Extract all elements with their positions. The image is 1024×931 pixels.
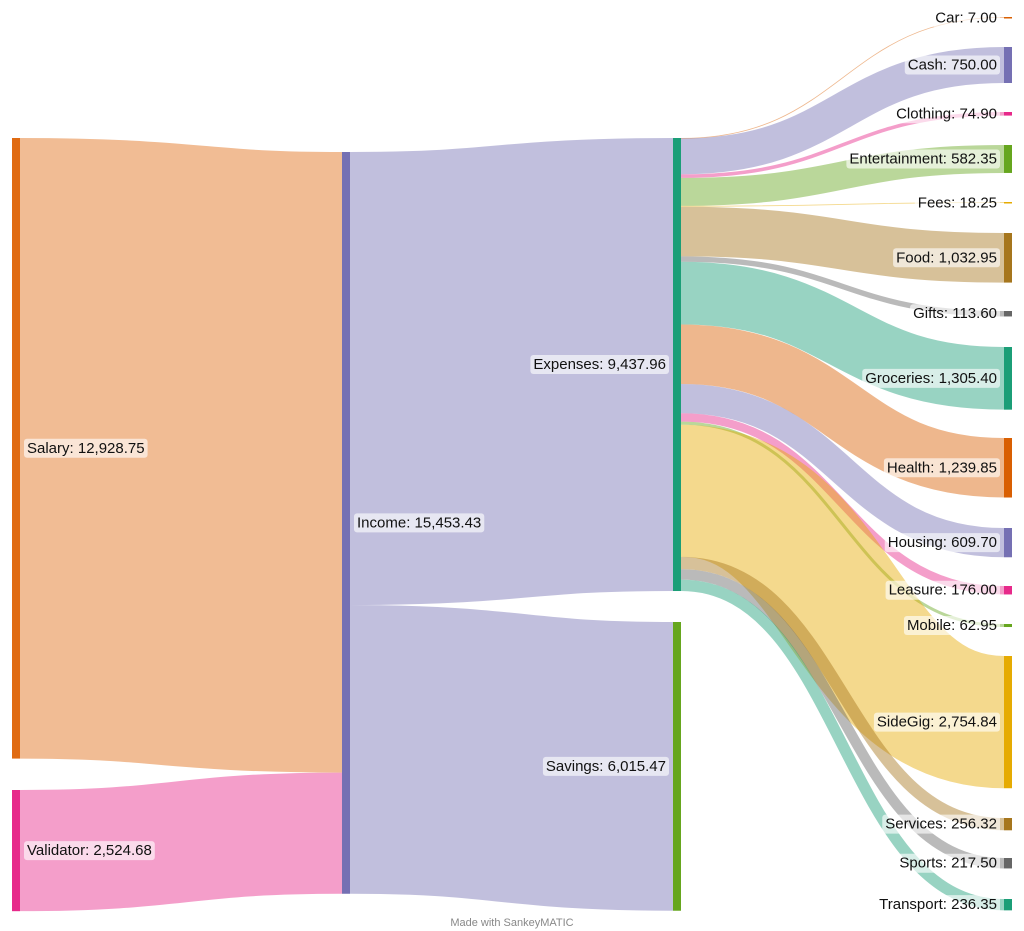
label-bg-leasure [885, 580, 1000, 600]
label-bg-transport [876, 895, 1000, 915]
node-label-car: Car: 7.00 [932, 8, 1000, 28]
node-label-transport: Transport: 236.35 [876, 895, 1000, 915]
label-text-groceries: Groceries: 1,305.40 [865, 370, 997, 387]
node-label-income: Income: 15,453.43 [354, 513, 485, 533]
label-bg-housing [884, 533, 1000, 553]
label-bg-clothing [893, 104, 1000, 124]
label-bg-savings [542, 756, 669, 776]
link-expenses-services [680, 556, 1005, 831]
label-text-income: Income: 15,453.43 [357, 514, 481, 531]
node-label-health: Health: 1,239.85 [883, 458, 1000, 478]
link-expenses-mobile [680, 421, 1005, 628]
node-label-housing: Housing: 609.70 [884, 533, 1000, 553]
node-cash [1004, 47, 1012, 83]
node-fees [1004, 202, 1012, 204]
label-bg-sidegig [873, 712, 1000, 732]
node-label-entertainment: Entertainment: 582.35 [846, 149, 1000, 169]
node-label-food: Food: 1,032.95 [893, 248, 1000, 268]
label-text-fees: Fees: 18.25 [918, 194, 997, 211]
node-label-clothing: Clothing: 74.90 [893, 104, 1000, 124]
label-text-gifts: Gifts: 113.60 [913, 305, 997, 322]
credit-text: Made with SankeyMATIC [450, 917, 573, 929]
label-text-savings: Savings: 6,015.47 [546, 758, 666, 775]
label-text-validator: Validator: 2,524.68 [27, 842, 152, 859]
label-bg-health [883, 458, 1000, 478]
label-bg-services [882, 814, 1000, 834]
label-text-food: Food: 1,032.95 [896, 249, 997, 266]
label-bg-cash [904, 55, 1000, 75]
label-bg-validator [24, 841, 155, 861]
node-expenses [673, 138, 681, 592]
label-text-sidegig: SideGig: 2,754.84 [877, 714, 997, 731]
node-groceries [1004, 347, 1012, 410]
node-label-fees: Fees: 18.25 [914, 193, 1000, 213]
label-bg-sports [896, 853, 1000, 873]
label-bg-salary [24, 438, 148, 458]
label-bg-income [354, 513, 485, 533]
node-clothing [1004, 112, 1012, 116]
label-text-housing: Housing: 609.70 [888, 534, 997, 551]
label-bg-entertainment [846, 149, 1000, 169]
label-text-entertainment: Entertainment: 582.35 [849, 150, 997, 167]
node-car [1004, 17, 1012, 19]
node-savings [673, 622, 681, 911]
node-label-validator: Validator: 2,524.68 [24, 841, 155, 861]
sankey-nodes [12, 17, 1012, 912]
node-health [1004, 438, 1012, 498]
label-bg-fees [914, 193, 1000, 213]
node-gifts [1004, 311, 1012, 317]
sankey-labels: Salary: 12,928.75 Validator: 2,524.68 Inco… [24, 8, 1000, 915]
node-label-sports: Sports: 217.50 [896, 853, 1000, 873]
node-housing [1004, 528, 1012, 558]
label-text-services: Services: 256.32 [885, 816, 997, 833]
node-label-cash: Cash: 750.00 [904, 55, 1000, 75]
label-text-mobile: Mobile: 62.95 [907, 617, 997, 634]
label-text-expenses: Expenses: 9,437.96 [533, 356, 666, 373]
node-salary [12, 138, 20, 759]
node-leasure [1004, 586, 1012, 595]
node-entertainment [1004, 145, 1012, 173]
label-text-health: Health: 1,239.85 [887, 459, 997, 476]
link-expenses-sidegig [677, 424, 1008, 789]
label-text-transport: Transport: 236.35 [879, 896, 997, 913]
label-bg-expenses [530, 355, 669, 375]
label-text-sports: Sports: 217.50 [899, 855, 997, 872]
label-text-car: Car: 7.00 [935, 9, 997, 26]
node-label-gifts: Gifts: 113.60 [910, 304, 1000, 324]
node-sports [1004, 858, 1012, 869]
node-label-expenses: Expenses: 9,437.96 [530, 355, 669, 375]
node-validator [12, 790, 20, 912]
node-label-mobile: Mobile: 62.95 [903, 616, 1000, 636]
node-label-services: Services: 256.32 [882, 814, 1000, 834]
link-expenses-sports [680, 569, 1005, 869]
label-bg-food [893, 248, 1000, 268]
node-sidegig [1004, 656, 1012, 789]
node-transport [1004, 899, 1012, 911]
label-text-salary: Salary: 12,928.75 [27, 440, 145, 457]
label-bg-mobile [903, 616, 1000, 636]
node-income [342, 152, 350, 894]
label-text-clothing: Clothing: 74.90 [896, 105, 997, 122]
label-bg-groceries [862, 368, 1000, 388]
node-label-sidegig: SideGig: 2,754.84 [873, 712, 1000, 732]
label-text-leasure: Leasure: 176.00 [889, 582, 997, 599]
node-services [1004, 818, 1012, 831]
link-expenses-transport [680, 579, 1005, 911]
node-mobile [1004, 624, 1012, 628]
label-bg-car [932, 8, 1000, 28]
node-label-leasure: Leasure: 176.00 [885, 580, 1000, 600]
node-food [1004, 233, 1012, 283]
node-label-savings: Savings: 6,015.47 [542, 756, 669, 776]
node-label-salary: Salary: 12,928.75 [24, 438, 148, 458]
label-text-cash: Cash: 750.00 [908, 57, 997, 74]
node-label-groceries: Groceries: 1,305.40 [862, 368, 1000, 388]
label-bg-gifts [910, 304, 1000, 324]
